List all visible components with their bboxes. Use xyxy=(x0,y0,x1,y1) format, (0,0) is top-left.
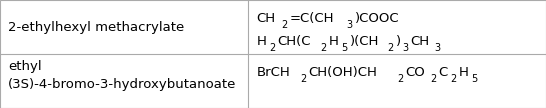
Text: CH: CH xyxy=(257,12,276,25)
Text: 3: 3 xyxy=(402,43,408,53)
Text: ethyl: ethyl xyxy=(8,60,42,73)
Text: 2: 2 xyxy=(397,74,403,84)
Text: CO: CO xyxy=(405,66,425,79)
Text: 5: 5 xyxy=(341,43,348,53)
Text: 2: 2 xyxy=(269,43,276,53)
Text: ): ) xyxy=(395,35,401,48)
Text: 2: 2 xyxy=(281,20,288,30)
Text: 2: 2 xyxy=(431,74,437,84)
Text: 2-ethylhexyl methacrylate: 2-ethylhexyl methacrylate xyxy=(8,21,185,33)
Text: H: H xyxy=(459,66,468,79)
Text: 5: 5 xyxy=(471,74,478,84)
Text: 2: 2 xyxy=(300,74,306,84)
Text: )COOC: )COOC xyxy=(355,12,399,25)
Text: 3: 3 xyxy=(347,20,353,30)
Text: 2: 2 xyxy=(321,43,327,53)
Text: =C(CH: =C(CH xyxy=(289,12,334,25)
Text: H: H xyxy=(329,35,339,48)
Text: )(CH: )(CH xyxy=(349,35,379,48)
Text: 2: 2 xyxy=(450,74,457,84)
Text: H: H xyxy=(257,35,266,48)
Text: CH(C: CH(C xyxy=(277,35,311,48)
Text: 3: 3 xyxy=(435,43,441,53)
Text: BrCH: BrCH xyxy=(257,66,290,79)
Text: 2: 2 xyxy=(388,43,394,53)
Text: CH(OH)CH: CH(OH)CH xyxy=(308,66,377,79)
Text: (3S)-4-bromo-3-hydroxybutanoate: (3S)-4-bromo-3-hydroxybutanoate xyxy=(8,78,236,91)
Text: C: C xyxy=(439,66,448,79)
Text: CH: CH xyxy=(410,35,429,48)
